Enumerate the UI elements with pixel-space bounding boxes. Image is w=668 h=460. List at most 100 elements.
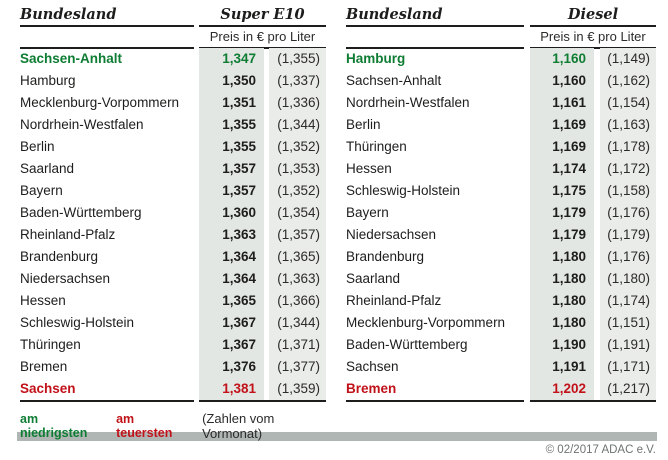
state-name: Hamburg (346, 51, 406, 66)
price-previous: (1,366) (269, 290, 326, 312)
state-name: Bayern (346, 205, 389, 220)
price-current: 1,360 (199, 202, 264, 224)
price-previous: (1,191) (600, 334, 656, 356)
state-name: Rheinland-Pfalz (346, 293, 442, 308)
table-subheader-row: Preis in € pro Liter (346, 27, 656, 49)
table-row: Brandenburg 1,364 (1,365) (20, 246, 326, 268)
table-row: Brandenburg 1,180 (1,176) (346, 246, 656, 268)
state-name: Sachsen-Anhalt (20, 51, 123, 66)
price-current: 1,180 (530, 312, 594, 334)
copyright-note: © 02/2017 ADAC e.V. (545, 444, 656, 456)
state-name: Saarland (346, 271, 401, 286)
table-row: Nordrhein-Westfalen 1,355 (1,344) (20, 114, 326, 136)
price-current: 1,179 (530, 202, 594, 224)
state-name: Thüringen (20, 337, 81, 352)
price-current: 1,180 (530, 246, 594, 268)
price-current: 1,363 (199, 224, 264, 246)
price-previous: (1,353) (269, 158, 326, 180)
price-current: 1,174 (530, 158, 594, 180)
price-current: 1,364 (199, 268, 264, 290)
table-row: Nordrhein-Westfalen 1,161 (1,154) (346, 92, 656, 114)
price-previous: (1,176) (600, 246, 656, 268)
price-previous: (1,354) (269, 202, 326, 224)
price-previous: (1,352) (269, 180, 326, 202)
price-current: 1,367 (199, 334, 264, 356)
price-previous: (1,163) (600, 114, 656, 136)
price-current: 1,376 (199, 356, 264, 378)
price-previous: (1,149) (600, 48, 656, 70)
price-current: 1,350 (199, 70, 264, 92)
state-name: Hessen (20, 293, 66, 308)
price-previous: (1,174) (600, 290, 656, 312)
price-previous: (1,180) (600, 268, 656, 290)
state-name: Brandenburg (346, 249, 425, 264)
state-name: Bayern (20, 183, 63, 198)
price-previous: (1,176) (600, 202, 656, 224)
state-name: Niedersachsen (346, 227, 437, 242)
price-unit-label: Preis in € pro Liter (530, 27, 656, 49)
table-row: Baden-Württemberg 1,360 (1,354) (20, 202, 326, 224)
table-row: Berlin 1,169 (1,163) (346, 114, 656, 136)
price-previous: (1,371) (269, 334, 326, 356)
state-name: Sachsen (346, 359, 399, 374)
state-name: Baden-Württemberg (20, 205, 142, 220)
state-name: Hessen (346, 161, 392, 176)
table-row: Hamburg 1,350 (1,337) (20, 70, 326, 92)
state-name: Baden-Württemberg (346, 337, 468, 352)
table-row: Hamburg 1,160 (1,149) (346, 48, 656, 70)
table-row: Bremen 1,202 (1,217) (346, 378, 656, 400)
price-current: 1,169 (530, 136, 594, 158)
price-current: 1,190 (530, 334, 594, 356)
price-current: 1,180 (530, 268, 594, 290)
state-name: Mecklenburg-Vorpommern (20, 95, 180, 110)
price-current: 1,365 (199, 290, 264, 312)
price-previous: (1,217) (600, 378, 656, 400)
table-row: Sachsen-Anhalt 1,347 (1,355) (20, 48, 326, 70)
tables-container: Bundesland Super E10 Preis in € pro Lite… (20, 5, 656, 441)
price-current: 1,347 (199, 48, 264, 70)
price-current: 1,160 (530, 48, 594, 70)
table-diesel: Bundesland Diesel Preis in € pro Liter H… (346, 5, 656, 427)
table-row: Rheinland-Pfalz 1,363 (1,357) (20, 224, 326, 246)
table-body: Hamburg 1,160 (1,149) Sachsen-Anhalt 1,1… (346, 48, 656, 400)
price-current: 1,355 (199, 136, 264, 158)
price-current: 1,161 (530, 92, 594, 114)
table-header-row: Bundesland Diesel (346, 5, 656, 27)
table-row: Thüringen 1,367 (1,371) (20, 334, 326, 356)
state-name: Nordrhein-Westfalen (20, 117, 144, 132)
state-name: Schleswig-Holstein (20, 315, 135, 330)
state-name: Sachsen (20, 381, 76, 396)
price-previous: (1,337) (269, 70, 326, 92)
table-row: Sachsen 1,381 (1,359) (20, 378, 326, 400)
price-previous: (1,365) (269, 246, 326, 268)
table-row: Sachsen-Anhalt 1,160 (1,162) (346, 70, 656, 92)
state-name: Nordrhein-Westfalen (346, 95, 470, 110)
table-row: Hessen 1,365 (1,366) (20, 290, 326, 312)
legend: am niedrigsten am teuersten (Zahlen vom … (20, 411, 326, 441)
price-previous: (1,359) (269, 378, 326, 400)
state-name: Berlin (346, 117, 381, 132)
state-name: Bremen (346, 381, 397, 396)
table-row: Bremen 1,376 (1,377) (20, 356, 326, 378)
table-header-row: Bundesland Super E10 (20, 5, 326, 27)
state-name: Mecklenburg-Vorpommern (346, 315, 506, 330)
table-row: Niedersachsen 1,179 (1,179) (346, 224, 656, 246)
state-name: Niedersachsen (20, 271, 111, 286)
price-current: 1,364 (199, 246, 264, 268)
price-current: 1,160 (530, 70, 594, 92)
column-header-bundesland: Bundesland (346, 5, 524, 27)
price-previous: (1,151) (600, 312, 656, 334)
table-row: Mecklenburg-Vorpommern 1,180 (1,151) (346, 312, 656, 334)
price-current: 1,179 (530, 224, 594, 246)
fuel-type-header: Super E10 (199, 5, 326, 27)
price-previous: (1,344) (269, 312, 326, 334)
price-previous: (1,363) (269, 268, 326, 290)
state-name: Bremen (20, 359, 68, 374)
price-current: 1,367 (199, 312, 264, 334)
price-previous: (1,179) (600, 224, 656, 246)
state-name: Thüringen (346, 139, 407, 154)
table-bottom-rule (20, 400, 326, 402)
price-previous: (1,357) (269, 224, 326, 246)
table-subheader-row: Preis in € pro Liter (20, 27, 326, 49)
